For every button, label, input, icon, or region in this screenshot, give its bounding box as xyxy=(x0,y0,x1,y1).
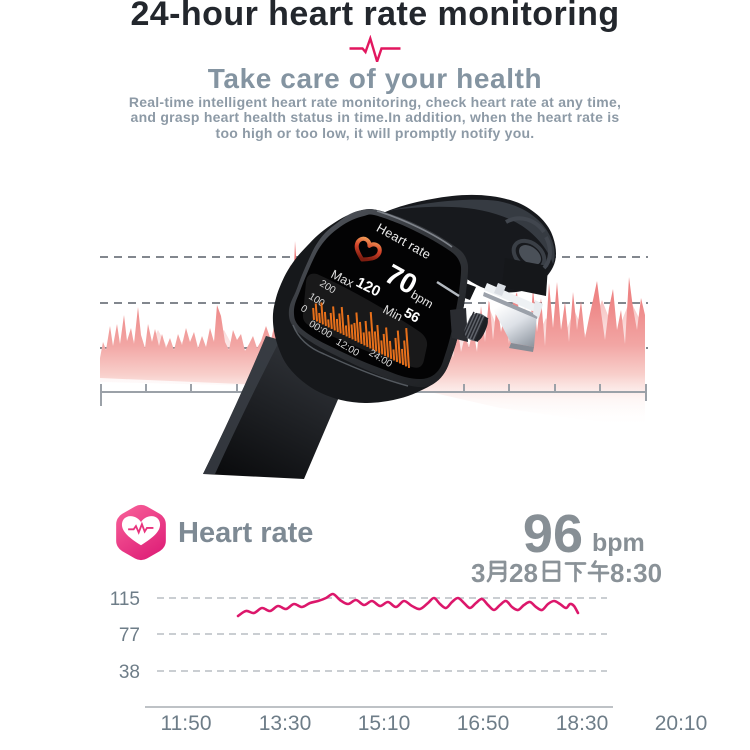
svg-text:8:30: 8:30 xyxy=(610,558,662,588)
svg-text:0: 0 xyxy=(298,303,309,316)
svg-text:16:50: 16:50 xyxy=(457,712,510,735)
svg-text:13:30: 13:30 xyxy=(259,712,312,735)
svg-text:56: 56 xyxy=(402,304,424,326)
svg-text:bpm: bpm xyxy=(592,529,645,557)
svg-text:28: 28 xyxy=(509,558,538,588)
svg-text:18:30: 18:30 xyxy=(556,712,609,735)
svg-text:38: 38 xyxy=(119,662,140,683)
svg-text:15:10: 15:10 xyxy=(358,712,411,735)
svg-text:11:50: 11:50 xyxy=(161,712,212,735)
svg-text:96: 96 xyxy=(523,504,583,564)
svg-text:115: 115 xyxy=(110,589,140,610)
svg-text:3: 3 xyxy=(471,558,485,588)
svg-text:20:10: 20:10 xyxy=(655,712,708,735)
svg-text:Heart rate: Heart rate xyxy=(178,517,313,549)
svg-text:77: 77 xyxy=(119,625,140,646)
